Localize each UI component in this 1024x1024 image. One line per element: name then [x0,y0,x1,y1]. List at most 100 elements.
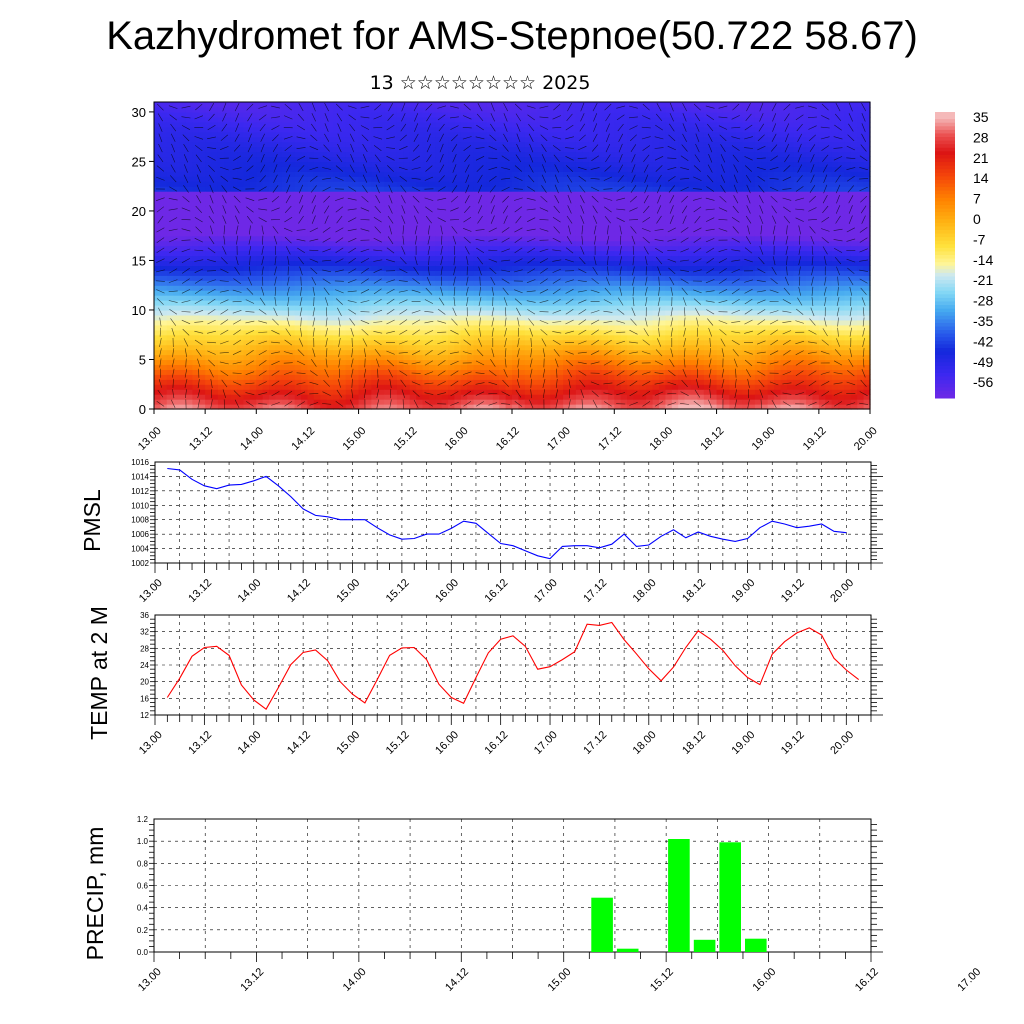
heat-cell [217,240,225,247]
heat-cell [582,225,590,232]
heat-cell [166,399,174,405]
heat-cell [160,329,168,336]
heat-cell [352,314,360,321]
heat-cell [480,116,488,123]
heat-cell [256,131,264,138]
heat-cell [173,176,181,182]
heat-cell [499,235,507,242]
heat-cell [563,394,571,400]
heat-cell [237,399,245,405]
heat-cell [448,126,456,133]
heat-cell [659,369,667,375]
heat-cell [537,314,545,321]
heat-cell [237,141,245,148]
heat-cell [256,136,264,143]
heat-cell [473,210,481,217]
heat-cell [179,156,187,163]
heat-cell [607,349,615,356]
heat-cell [173,196,181,202]
heat-cell [364,255,372,262]
heat-cell [467,210,475,217]
heat-cell [460,270,468,276]
heat-cell [537,201,545,207]
heat-cell [627,131,635,138]
heat-cell [550,191,558,197]
heat-cell [230,201,238,207]
heat-cell [396,374,404,380]
heat-cell [192,369,200,375]
heat-cell [512,255,519,262]
heat-cell [627,146,635,153]
heat-cell [384,275,392,281]
heat-cell [166,102,174,108]
heat-cell [441,196,449,202]
heat-cell [499,270,507,276]
heat-cell [224,161,232,167]
heat-cell [499,324,507,331]
heat-cell [422,300,430,306]
heat-cell [575,230,583,237]
heat-cell [416,384,424,390]
heat-cell [646,389,654,395]
heat-cell [224,205,232,212]
heat-cell [441,290,449,296]
heat-cell [160,106,168,113]
heat-cell [275,314,283,321]
heat-cell [467,156,475,163]
heat-cell [646,394,654,400]
heat-cell [154,260,161,266]
heat-cell [448,354,456,361]
heat-cell [237,265,245,271]
heat-cell [154,285,161,291]
heat-cell [582,275,590,281]
heat-cell [646,111,654,118]
heat-cell [563,359,571,366]
heat-cell [281,359,289,366]
heat-cell [211,344,219,351]
heat-cell [550,314,558,321]
heat-cell [416,270,424,276]
heat-cell [396,285,404,291]
heat-cell [582,161,590,167]
heat-cell [639,220,647,227]
heat-cell [563,225,571,232]
heat-cell [237,364,245,370]
heat-cell [595,280,603,286]
heat-cell [160,260,168,266]
heat-cell [486,151,494,158]
heat-cell [524,349,532,356]
heat-cell [262,349,270,356]
heat-cell [301,270,309,276]
heat-cell [499,161,507,167]
heat-cell [646,344,654,351]
heat-cell [230,235,238,242]
heat-cell [313,265,321,271]
heat-cell [639,280,647,286]
heat-cell [595,399,603,405]
heat-cell [345,394,353,400]
heat-cell [390,324,398,331]
heat-cell [371,275,379,281]
heat-cell [262,344,270,351]
heat-cell [563,379,571,385]
heat-cell [435,230,443,237]
heat-cell [409,334,417,341]
heat-cell [518,280,526,286]
heat-cell [607,314,615,321]
heat-cell [512,245,519,252]
heat-cell [371,205,379,212]
heat-cell [652,126,660,133]
heat-cell [582,305,590,311]
heat-cell [230,156,238,163]
heat-cell [288,196,296,202]
heat-cell [659,364,667,370]
heat-cell [307,285,315,291]
heat-cell [160,220,168,227]
heat-cell [633,384,641,390]
heat-cell [614,379,622,385]
heat-cell [230,394,238,400]
heat-cell [320,131,328,138]
heat-cell [281,156,289,163]
heat-cell [633,230,641,237]
heat-cell [518,265,526,271]
